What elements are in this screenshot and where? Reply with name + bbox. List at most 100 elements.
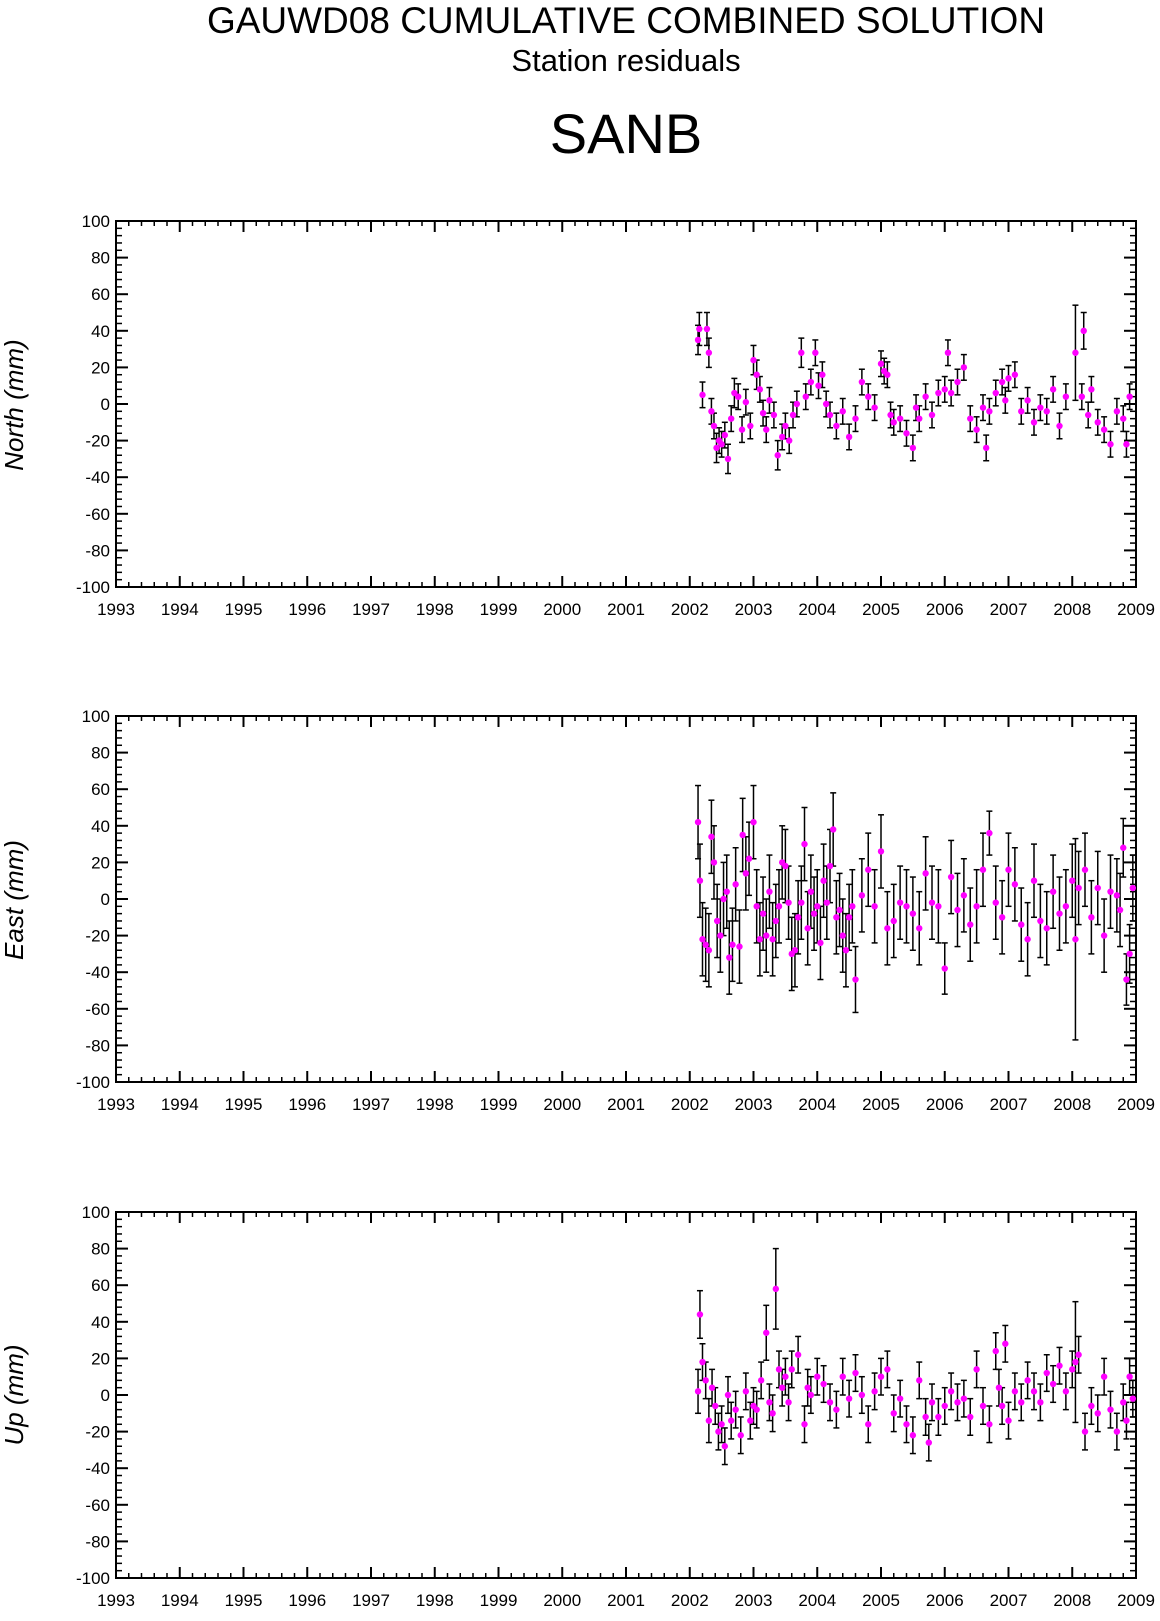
- east-y-tick-label: -100: [76, 1073, 110, 1092]
- east-data-point: [696, 877, 704, 884]
- north-data-point: [1088, 386, 1095, 393]
- east-data-point: [852, 976, 859, 983]
- up-data-point: [973, 1366, 980, 1373]
- north-data-point: [928, 411, 936, 419]
- east-panel: East (mm) 1993 1994 1995 1996 1997 1998 1999 20…: [0, 707, 1155, 1114]
- north-data-point: [694, 336, 702, 344]
- north-data-point: [909, 444, 917, 452]
- east-data-point: [772, 917, 780, 925]
- east-data-point: [1005, 866, 1012, 873]
- east-data-point: [810, 910, 818, 917]
- north-x-tick-label: 1995: [225, 600, 263, 619]
- east-data-point: [909, 910, 917, 917]
- up-data-point: [785, 1399, 792, 1406]
- up-y-tick-label: 20: [91, 1349, 110, 1368]
- east-y-tick-label: -40: [85, 963, 110, 982]
- east-data-point: [1120, 844, 1127, 851]
- east-x-tick-label: 1995: [225, 1095, 263, 1114]
- up-x-tick-label: 2003: [735, 1591, 773, 1610]
- east-data-point: [801, 840, 808, 848]
- up-data-point: [712, 1402, 719, 1410]
- east-x-tick-label: 2003: [735, 1095, 773, 1114]
- up-data-point: [1002, 1340, 1009, 1347]
- north-data-point: [724, 455, 732, 463]
- up-x-tick-label: 2001: [607, 1591, 645, 1610]
- north-data-point: [807, 378, 815, 386]
- north-data-point: [793, 400, 801, 408]
- up-data-point: [1081, 1428, 1089, 1435]
- up-data-point: [839, 1373, 846, 1380]
- up-data-point: [928, 1399, 936, 1406]
- north-data-point: [903, 430, 910, 437]
- east-data-point: [723, 888, 730, 895]
- north-data-point: [992, 389, 999, 397]
- up-data-point: [778, 1384, 786, 1391]
- north-data-point: [789, 411, 797, 419]
- east-data-point: [699, 936, 706, 943]
- up-y-tick-label: -80: [85, 1532, 110, 1551]
- up-data-point: [979, 1402, 987, 1410]
- north-data-point: [1043, 408, 1050, 415]
- north-panel: North (mm) 1993 1994 1995 1996 1997 1998 1999 2…: [0, 212, 1155, 619]
- north-data-point: [887, 411, 894, 419]
- east-data-point: [729, 941, 736, 948]
- north-data-point: [954, 378, 961, 386]
- up-data-point: [858, 1391, 866, 1399]
- up-x-tick-label: 1998: [416, 1591, 454, 1610]
- north-data-point: [705, 349, 713, 356]
- up-data-point: [1088, 1402, 1095, 1410]
- north-data-point: [703, 325, 711, 333]
- north-data-point: [1107, 441, 1114, 448]
- east-data-point: [785, 899, 792, 906]
- east-x-tick-label: 1999: [480, 1095, 518, 1114]
- east-y-tick-label: -20: [85, 927, 110, 946]
- east-y-tick-label: 60: [91, 780, 110, 799]
- east-x-tick-label: 1996: [288, 1095, 326, 1114]
- north-data-point: [1072, 349, 1079, 356]
- north-y-axis-label: North (mm): [0, 339, 29, 470]
- east-data-point: [1049, 888, 1057, 895]
- up-data-point: [1018, 1399, 1025, 1406]
- up-data-point: [772, 1285, 780, 1293]
- north-data-point: [778, 433, 786, 441]
- north-data-point: [766, 397, 773, 404]
- up-data-point: [1049, 1380, 1057, 1388]
- up-data-point: [715, 1428, 722, 1435]
- up-data-point: [890, 1410, 897, 1417]
- east-data-point: [967, 921, 974, 928]
- east-data-point: [1116, 906, 1124, 914]
- north-y-tick-label: -60: [85, 505, 110, 524]
- up-y-tick-label: 40: [91, 1313, 110, 1332]
- north-data-point: [1049, 386, 1057, 393]
- east-data-point: [829, 826, 837, 833]
- east-data-point: [717, 932, 724, 939]
- up-data-point: [708, 1384, 716, 1391]
- up-y-tick-label: -60: [85, 1496, 110, 1515]
- east-data-point: [766, 888, 773, 895]
- east-data-point: [947, 873, 955, 881]
- north-data-point: [877, 360, 885, 367]
- east-y-tick-label: 40: [91, 817, 110, 836]
- north-x-tick-label: 1994: [161, 600, 199, 619]
- east-data-point: [798, 899, 805, 906]
- east-data-point: [1129, 884, 1137, 892]
- north-x-tick-label: 2006: [926, 600, 964, 619]
- up-data-point: [1129, 1395, 1137, 1402]
- east-data-point: [839, 932, 846, 939]
- north-data-point: [973, 426, 980, 433]
- east-y-axis-label: East (mm): [0, 840, 29, 960]
- up-data-point: [696, 1311, 704, 1318]
- north-data-point: [1056, 422, 1063, 430]
- east-x-tick-label: 2009: [1117, 1095, 1155, 1114]
- north-data-point: [1126, 393, 1133, 400]
- up-data-point: [694, 1388, 702, 1395]
- east-x-tick-label: 2001: [607, 1095, 645, 1114]
- east-data-point: [845, 914, 853, 921]
- up-data-point: [763, 1329, 770, 1336]
- up-data-point: [916, 1377, 923, 1384]
- east-data-point: [1018, 921, 1025, 928]
- up-data-point: [705, 1417, 713, 1424]
- up-data-point: [992, 1347, 999, 1355]
- up-data-point: [718, 1421, 725, 1428]
- up-x-tick-label: 1997: [352, 1591, 390, 1610]
